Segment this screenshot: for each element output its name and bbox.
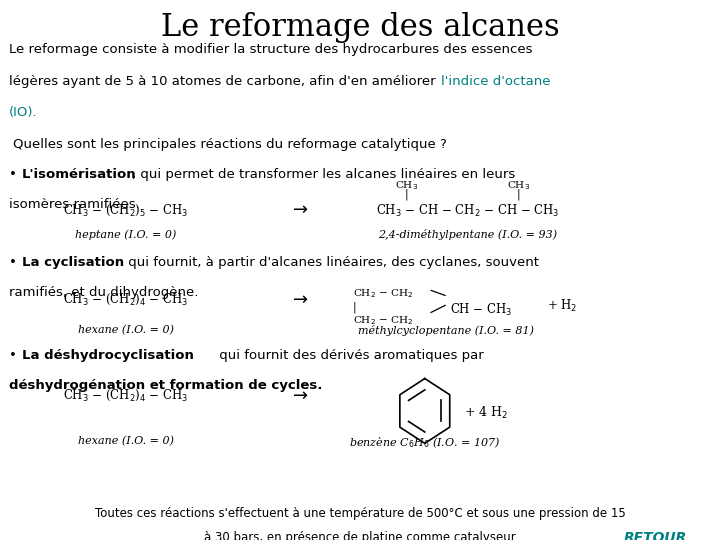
Text: CH$_3$ $-$ (CH$_2$)$_4$ $-$ CH$_3$: CH$_3$ $-$ (CH$_2$)$_4$ $-$ CH$_3$ [63,292,189,307]
Text: CH$_3$: CH$_3$ [395,179,418,192]
Text: hexane (I.O. = 0): hexane (I.O. = 0) [78,436,174,446]
Text: qui fournit, à partir d'alcanes linéaires, des cyclanes, souvent: qui fournit, à partir d'alcanes linéaire… [124,256,539,269]
Text: Le reformage consiste à modifier la structure des hydrocarbures des essences: Le reformage consiste à modifier la stru… [9,43,532,56]
Text: |: | [516,188,521,200]
Text: CH$_2$ $-$ CH$_2$: CH$_2$ $-$ CH$_2$ [353,314,413,327]
Text: hexane (I.O. = 0): hexane (I.O. = 0) [78,325,174,335]
Text: CH$_2$ $-$ CH$_2$: CH$_2$ $-$ CH$_2$ [353,287,413,300]
Text: + H$_2$: + H$_2$ [547,298,577,314]
Text: Le reformage des alcanes: Le reformage des alcanes [161,12,559,43]
Text: à 30 bars, en présence de platine comme catalyseur: à 30 bars, en présence de platine comme … [204,531,516,540]
Text: Toutes ces réactions s'effectuent à une température de 500°C et sous une pressio: Toutes ces réactions s'effectuent à une … [94,507,626,519]
Text: •: • [9,256,21,269]
Text: , qui permet de transformer les alcanes linéaires en leurs: , qui permet de transformer les alcanes … [132,168,515,181]
Text: (IO).: (IO). [9,106,37,119]
Text: |: | [405,188,409,200]
Text: l'indice d'octane: l'indice d'octane [441,75,550,87]
Text: Quelles sont les principales réactions du reformage catalytique ?: Quelles sont les principales réactions d… [13,138,447,151]
Text: CH$_3$ $-$ (CH$_2$)$_4$ $-$ CH$_3$: CH$_3$ $-$ (CH$_2$)$_4$ $-$ CH$_3$ [63,388,189,403]
Text: |: | [353,302,356,313]
Text: L'isomérisation: L'isomérisation [22,168,136,181]
Text: 2,4-diméthylpentane (I.O. = 93): 2,4-diméthylpentane (I.O. = 93) [379,229,557,240]
Text: heptane (I.O. = 0): heptane (I.O. = 0) [76,229,176,240]
Text: $\rightarrow$: $\rightarrow$ [289,386,309,403]
Text: RETOUR: RETOUR [624,531,687,540]
Text: isomères ramifiées.: isomères ramifiées. [9,198,140,211]
Text: + 4 H$_2$: + 4 H$_2$ [464,404,508,421]
Text: La déshydrocyclisation: La déshydrocyclisation [22,349,194,362]
Text: CH$_3$ $-$ CH $-$ CH$_2$ $-$ CH $-$ CH$_3$: CH$_3$ $-$ CH $-$ CH$_2$ $-$ CH $-$ CH$_… [377,203,559,219]
Text: CH$_3$: CH$_3$ [507,179,530,192]
Text: légères ayant de 5 à 10 atomes de carbone, afin d'en améliorer: légères ayant de 5 à 10 atomes de carbon… [9,75,439,87]
Text: qui fournit des dérivés aromatiques par: qui fournit des dérivés aromatiques par [215,349,483,362]
Text: déshydrogénation et formation de cycles.: déshydrogénation et formation de cycles. [9,379,322,392]
Text: $\rightarrow$: $\rightarrow$ [289,200,309,218]
Text: benzène C$_6$H$_6$ (I.O. = 107): benzène C$_6$H$_6$ (I.O. = 107) [349,436,500,450]
Text: La cyclisation: La cyclisation [22,256,124,269]
Text: •: • [9,349,21,362]
Text: CH $-$ CH$_3$: CH $-$ CH$_3$ [450,302,513,318]
Text: CH$_3$ $-$ (CH$_2$)$_5$ $-$ CH$_3$: CH$_3$ $-$ (CH$_2$)$_5$ $-$ CH$_3$ [63,203,189,218]
Text: •: • [9,168,21,181]
Text: $\rightarrow$: $\rightarrow$ [289,289,309,307]
Text: méthylcyclopentane (I.O. = 81): méthylcyclopentane (I.O. = 81) [359,325,534,335]
Text: ramifiés, et du dihydrogène.: ramifiés, et du dihydrogène. [9,286,198,299]
